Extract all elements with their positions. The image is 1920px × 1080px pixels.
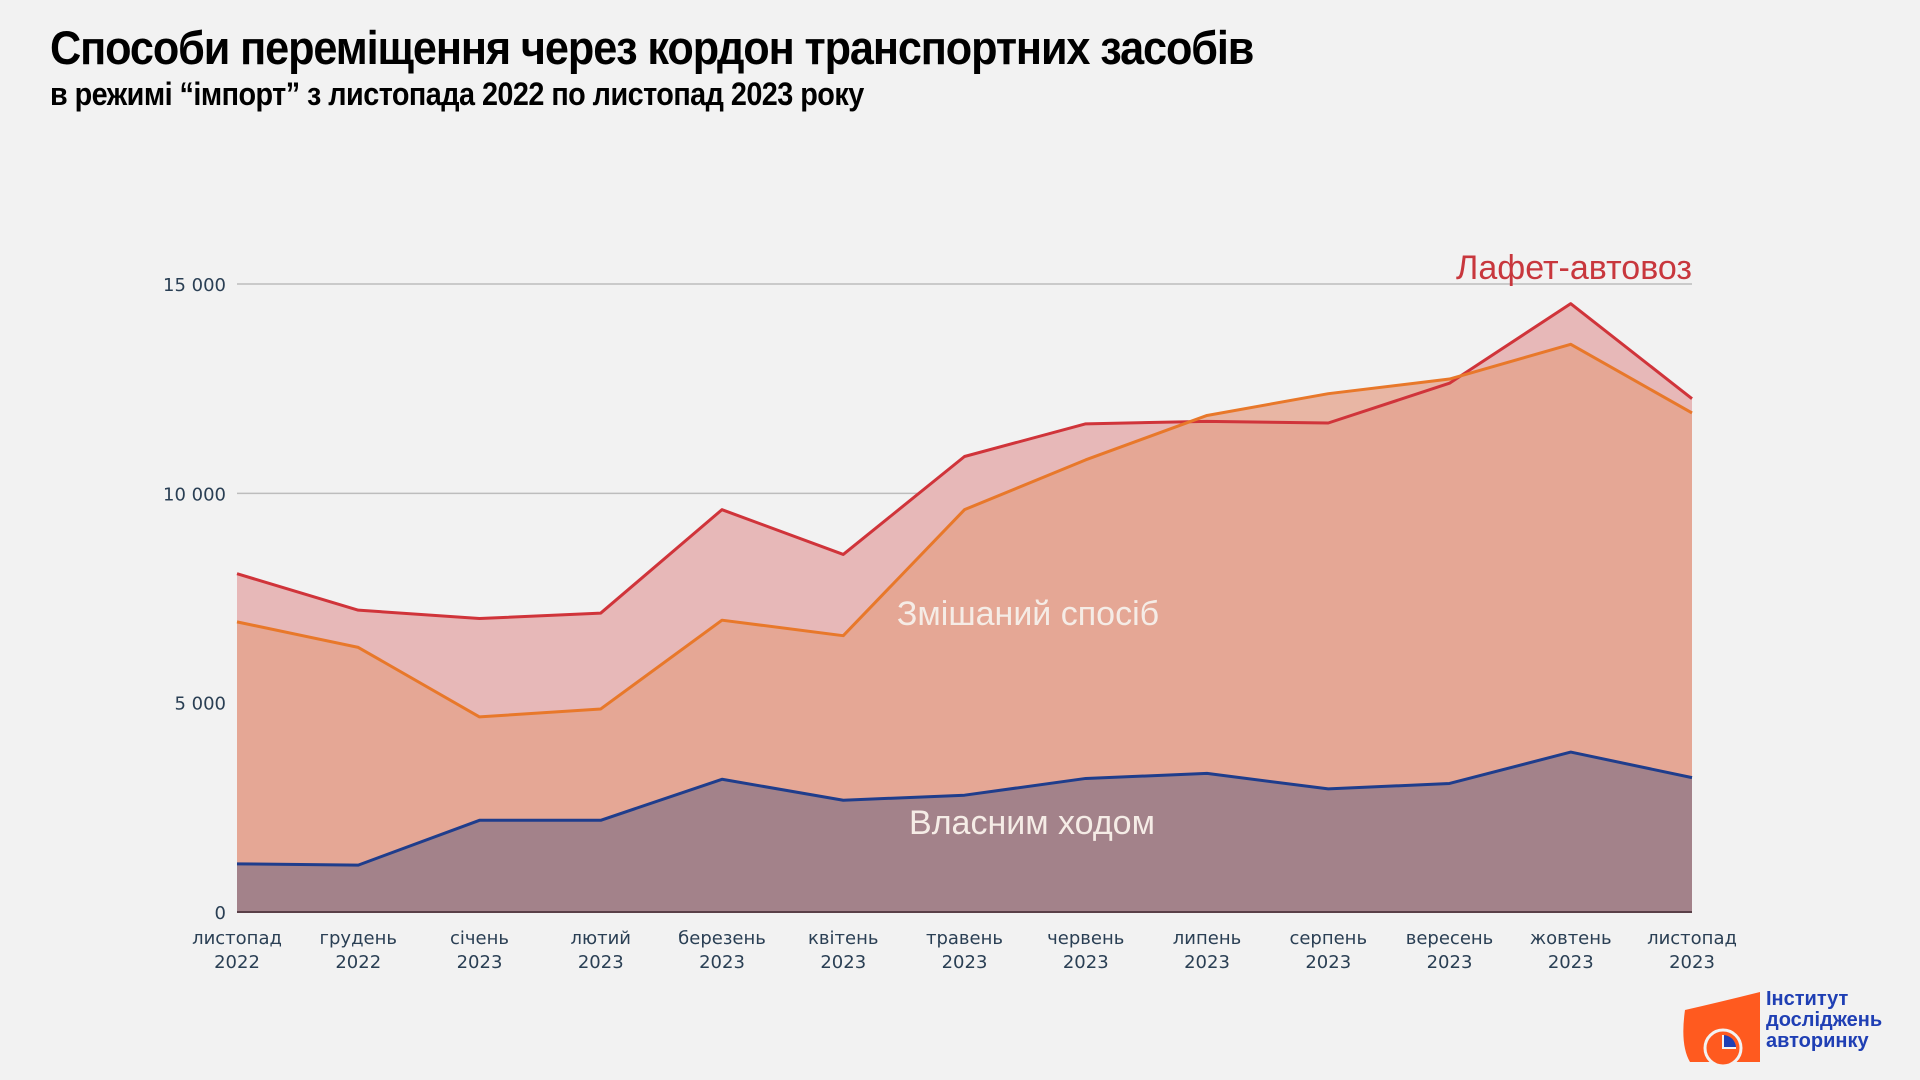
x-tick-year: 2023 bbox=[1548, 952, 1594, 973]
series-lines bbox=[236, 302, 1693, 913]
x-tick-year: 2022 bbox=[335, 952, 381, 973]
x-tick-month: травень bbox=[926, 928, 1003, 949]
y-tick-label: 0 bbox=[215, 903, 226, 924]
area-fill bbox=[237, 752, 1692, 912]
x-tick-year: 2023 bbox=[942, 952, 988, 973]
x-tick-month: червень bbox=[1047, 928, 1124, 949]
series-label-own: Власним ходом bbox=[909, 804, 1155, 842]
x-tick-month: серпень bbox=[1289, 928, 1367, 949]
y-tick-label: 5 000 bbox=[174, 694, 226, 715]
series-label-lafet: Лафет-автовоз bbox=[1456, 249, 1692, 287]
x-tick-year: 2022 bbox=[214, 952, 260, 973]
x-tick-year: 2023 bbox=[699, 952, 745, 973]
y-tick-label: 15 000 bbox=[163, 275, 226, 296]
logo-text: Інститут досліджень авторинку bbox=[1766, 989, 1882, 1052]
x-tick-month: січень bbox=[450, 928, 509, 949]
x-tick-month: квітень bbox=[808, 928, 878, 949]
x-tick-year: 2023 bbox=[578, 952, 624, 973]
x-tick-month: листопад bbox=[1647, 928, 1737, 949]
series-line bbox=[236, 750, 1693, 867]
chart-title: Способи переміщення через кордон транспо… bbox=[50, 21, 1254, 74]
logo-line-1: Інститут bbox=[1766, 988, 1849, 1010]
x-axis: листопад 2022 грудень 2022 січень 2023 лютий 20… bbox=[192, 928, 1737, 973]
x-tick-month: грудень bbox=[320, 928, 397, 949]
x-tick-month: березень bbox=[678, 928, 766, 949]
area-fills bbox=[237, 303, 1692, 913]
logo-line-3: авторинку bbox=[1766, 1030, 1869, 1052]
x-tick-year: 2023 bbox=[1669, 952, 1715, 973]
series-line bbox=[236, 302, 1693, 621]
x-tick-year: 2023 bbox=[1305, 952, 1351, 973]
x-tick-month: жовтень bbox=[1530, 928, 1612, 949]
x-tick-year: 2023 bbox=[820, 952, 866, 973]
logo-line-2: досліджень bbox=[1766, 1009, 1883, 1031]
series-label-mixed: Змішаний спосіб bbox=[897, 595, 1159, 633]
y-axis: 0 5 000 10 000 15 000 bbox=[163, 275, 226, 924]
x-tick-month: лютий bbox=[570, 928, 631, 949]
x-tick-month: вересень bbox=[1406, 928, 1494, 949]
chart-subtitle: в режимі “імпорт” з листопада 2022 по ли… bbox=[50, 76, 864, 112]
area-fill bbox=[237, 344, 1692, 913]
logo bbox=[1680, 990, 1920, 1070]
y-tick-label: 10 000 bbox=[163, 484, 226, 505]
series-line bbox=[236, 342, 1693, 719]
x-tick-year: 2023 bbox=[1063, 952, 1109, 973]
x-tick-year: 2023 bbox=[1427, 952, 1473, 973]
x-tick-month: листопад bbox=[192, 928, 282, 949]
logo-car-icon bbox=[1683, 992, 1760, 1068]
series-labels: Лафет-автовоз Змішаний спосіб Власним хо… bbox=[897, 249, 1692, 842]
x-tick-year: 2023 bbox=[1184, 952, 1230, 973]
x-tick-year: 2023 bbox=[457, 952, 503, 973]
x-tick-month: липень bbox=[1173, 928, 1241, 949]
